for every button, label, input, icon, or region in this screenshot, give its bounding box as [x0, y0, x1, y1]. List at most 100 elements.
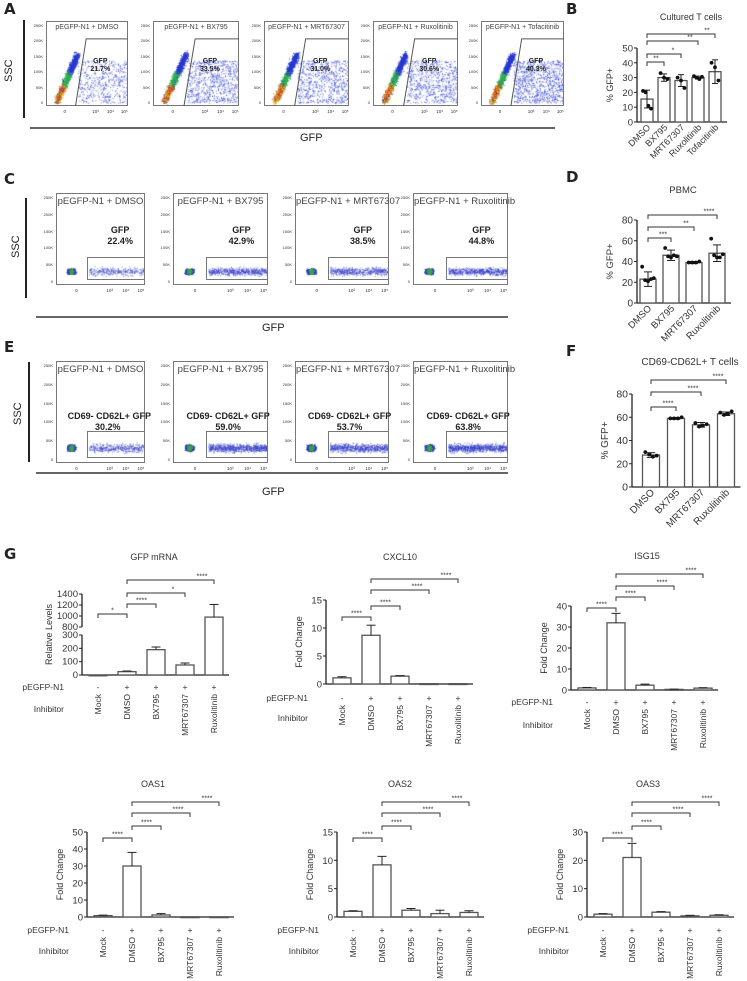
y-tick-label: 50K [253, 84, 261, 90]
row-label-inhibitor: Inhibitor [39, 946, 69, 956]
bar [606, 622, 626, 691]
y-tick-label: 0 [407, 279, 410, 284]
x-tick-label: 10⁵ [500, 466, 508, 471]
significance-label: ** [683, 221, 689, 228]
significance-label: **** [663, 401, 674, 408]
data-point [693, 421, 698, 425]
data-point [690, 260, 695, 265]
bar [175, 664, 195, 676]
flow-plot: GFP 40.3% pEGFP-N1 + Tofacitinib [481, 21, 564, 107]
y-tick-label: 50K [284, 438, 292, 444]
data-point [666, 254, 670, 259]
pegfp-sign: + [130, 925, 135, 935]
gate-percent: 38.5% [349, 235, 376, 246]
gate-polygon [75, 38, 128, 107]
x-tick-label: 0 [315, 288, 319, 293]
y-tick-label: 0 [289, 457, 292, 462]
gate-name: CD69- CD62L+ GFP [67, 411, 151, 422]
pegfp-sign: + [217, 925, 222, 935]
x-tick-label: 10³ [227, 288, 234, 293]
data-point [649, 277, 653, 282]
x-tick-label: 0 [315, 466, 319, 471]
bar-chart-oas3: 0 10 20 30 OAS3 Fold Change -Mock + DMSO + BX795 + M… [527, 779, 734, 979]
pegfp-sign: + [467, 925, 472, 935]
x-tick-label: 10³ [527, 109, 535, 114]
x-tick-label: 10³ [348, 288, 355, 293]
bar-chart-pbmc: 0 20 40 60 80 PBMC % GFP+ DMSOBX795MRT67307Ruxo… [605, 185, 731, 344]
inhibitor-label: MRT67307 [435, 937, 445, 979]
flow-plot: GFP 31.0% pEGFP-N1 + MRT67307 [264, 21, 349, 107]
inhibitor-label: Ruxolitinib [214, 937, 224, 976]
row-label-inhibitor: Inhibitor [34, 704, 64, 714]
data-point [672, 253, 676, 258]
inhibitor-label: Mock [98, 936, 108, 957]
x-tick-label: 10⁵ [260, 288, 268, 293]
flow-plot: GFP 21.7% pEGFP-N1 + DMSO [46, 21, 128, 107]
x-tick-label: 10⁵ [556, 109, 564, 114]
data-point [718, 255, 722, 260]
bar [657, 76, 671, 123]
gate-name: GFP [472, 225, 491, 236]
y-tick-label: 30 [556, 623, 567, 634]
significance-bracket [381, 825, 412, 830]
gate-percent: 21.7% [90, 66, 111, 74]
y-tick-label: 250K [43, 363, 53, 368]
x-tick-label: 0 [433, 288, 437, 293]
y-tick-label: 200K [282, 211, 292, 217]
y-axis-label: SSC [12, 402, 24, 425]
x-tick-label: 10³ [467, 466, 474, 471]
significance-label: **** [452, 796, 463, 803]
bar [685, 261, 703, 304]
inhibitor-label: DMSO [627, 937, 637, 963]
data-point [700, 423, 705, 428]
gate-polygon [510, 38, 564, 107]
y-axis-line [23, 20, 25, 118]
panel-label-a: A [4, 0, 16, 18]
inhibitor-label: Ruxolitinib [209, 694, 219, 733]
flow-plot-title: pEGFP-N1 + MRT67307 [268, 24, 345, 31]
data-point [643, 450, 648, 455]
event-density-scatter [414, 362, 507, 462]
gate-name: GFP [93, 57, 108, 65]
flow-plot: GFP 33.5% pEGFP-N1 + BX795 [153, 21, 239, 107]
bar [593, 913, 613, 918]
y-tick-label: 100 [62, 657, 78, 668]
data-point [704, 422, 709, 427]
gate-label: GFP 40.3% [519, 58, 552, 75]
x-tick-label: 10³ [421, 109, 428, 114]
bar [361, 634, 381, 685]
y-axis-label: % GFP+ [605, 243, 616, 280]
x-tick-label: 0 [193, 466, 197, 471]
significance-bracket [631, 825, 662, 830]
row-label-pegfp: pEGFP-N1 [266, 693, 308, 703]
gate-name: GFP [528, 57, 544, 65]
flow-plot-title: pEGFP-N1 + MRT67307 [296, 196, 401, 207]
y-tick-label: 150K [43, 228, 53, 234]
y-tick-label: 0 [40, 100, 43, 105]
data-point [654, 453, 659, 458]
x-axis-line [30, 127, 555, 129]
y-axis-label: SSC [10, 235, 22, 258]
x-tick-label: 10⁴ [122, 288, 130, 293]
gate-rectangle [206, 257, 268, 280]
x-tick-label: 10⁵ [231, 109, 239, 114]
y-axis-label: SSC [3, 59, 15, 82]
y-tick-label: 200 [62, 643, 78, 654]
bar [204, 616, 224, 676]
flow-plot: GFP 38.5% pEGFP-N1 + MRT67307 [295, 193, 401, 285]
x-tick-label: 10⁵ [120, 109, 128, 114]
x-tick-label: 0 [193, 288, 197, 293]
inhibitor-label: DMSO [366, 705, 376, 731]
pegfp-sign: + [427, 693, 432, 703]
x-tick-label: 10⁴ [484, 466, 492, 471]
y-tick-label: 150K [33, 53, 43, 59]
data-point [716, 78, 721, 83]
gate-percent: 31.0% [310, 66, 331, 74]
x-tick-label: 10⁴ [217, 109, 225, 114]
x-tick-label: 10⁴ [106, 109, 114, 114]
y-tick-label: 200K [43, 381, 53, 387]
pegfp-sign: - [352, 925, 355, 935]
x-tick-label: 10⁵ [341, 109, 349, 114]
data-point [675, 416, 680, 421]
